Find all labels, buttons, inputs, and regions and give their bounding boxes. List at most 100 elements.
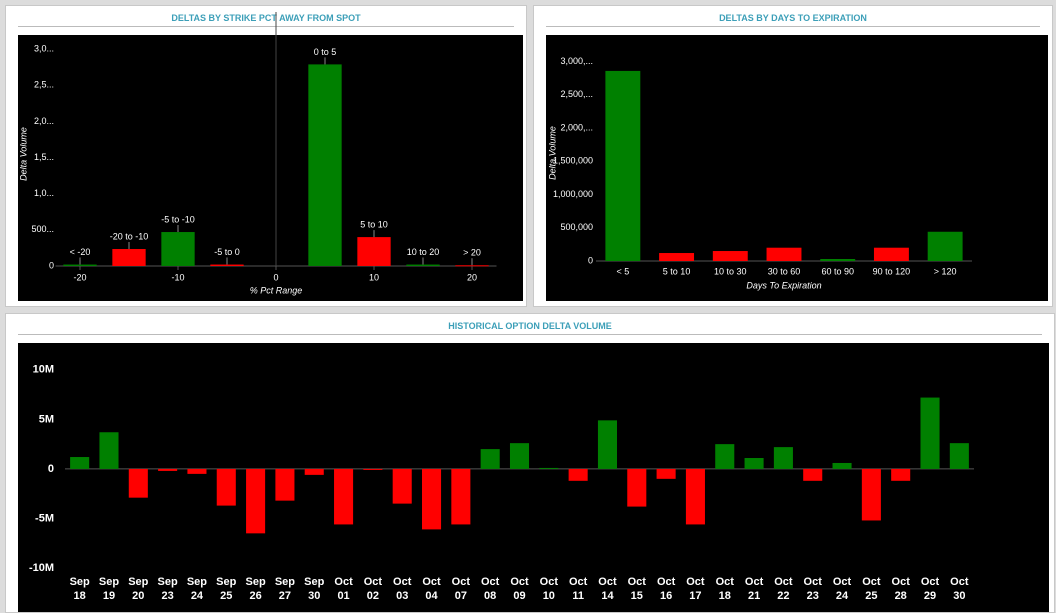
rule [546,26,1040,27]
x-axis-label: Days To Expiration [746,280,821,290]
x-tick-label: Sep 24 [186,576,208,602]
panel-title: HISTORICAL OPTION DELTA VOLUME [448,321,612,331]
x-tick-label: Oct 30 [950,576,969,602]
x-tick-label: Oct 18 [715,576,734,602]
bar [363,468,383,470]
x-tick-label: > 120 [934,266,957,276]
bar [766,247,802,261]
x-tick-label: Sep 30 [304,576,325,602]
bar [605,70,641,261]
rule [18,334,1042,335]
bar [304,468,324,475]
bar [568,468,588,481]
x-tick-label: Oct 15 [627,576,646,602]
bar [715,444,735,469]
bar [128,468,148,498]
y-tick-label: 500,000 [560,222,593,232]
bar [659,253,695,261]
y-tick-label: 5M [39,413,54,425]
x-tick-label: Oct 11 [568,576,588,602]
bar [803,468,823,481]
y-tick-label: 1,0... [34,188,54,198]
bar [927,231,963,261]
x-tick-label: Sep 25 [216,576,237,602]
bar [685,468,705,525]
x-tick-label: Oct 23 [803,576,822,602]
bar [422,468,442,530]
bar [334,468,354,525]
x-tick-label: Oct 17 [686,576,705,602]
x-tick-label: Oct 21 [744,576,764,602]
x-tick-label: Oct 22 [774,576,793,602]
x-tick-label: Oct 02 [363,576,383,602]
bar [832,462,852,469]
bar [451,468,471,525]
bar [597,420,617,469]
bar [216,468,236,506]
bar [357,237,391,266]
y-tick-label: 2,500,... [560,89,593,99]
x-tick-label: 5 to 10 [663,266,691,276]
y-tick-label: 0 [588,255,593,265]
x-tick-label: Sep 26 [245,576,266,602]
bar [158,468,178,471]
x-tick-label: Oct 10 [539,576,558,602]
bar [949,443,969,469]
x-tick-label: 10 to 30 [714,266,747,276]
bar [773,447,793,469]
y-axis-label: Delta Volume [18,127,28,181]
bar [70,457,90,469]
x-tick-label: Oct 07 [451,576,471,602]
x-tick-label: Oct 28 [891,576,910,602]
plot-bg [18,35,523,301]
y-tick-label: -10M [29,562,54,574]
y-tick-label: 3,000,... [560,56,593,66]
bar [712,251,748,261]
x-tick-label: Oct 03 [393,576,412,602]
x-tick-label: Oct 25 [862,576,881,602]
bar [308,64,342,267]
x-tick-label: Sep 20 [128,576,149,602]
data-label: 10 to 20 [407,247,440,257]
bar [406,264,440,266]
x-tick-label: Oct 04 [422,576,441,602]
bar [539,467,559,469]
x-tick-label: Oct 09 [510,576,529,602]
bar [509,443,530,469]
x-tick-label: Sep 19 [98,576,120,602]
bar [656,468,676,479]
x-tick-label: Sep 23 [157,576,178,602]
x-tick-label: 20 [467,272,477,282]
bar [820,259,856,261]
y-tick-label: -5M [35,512,54,524]
bar [112,249,146,266]
bar [744,458,764,469]
x-tick-label: Sep 18 [69,576,90,602]
x-tick-label: 0 [273,272,278,282]
y-tick-label: 0 [48,463,54,475]
bar [246,468,266,534]
rule [18,26,514,27]
x-tick-label: 10 [369,272,379,282]
y-tick-label: 2,5... [34,80,54,90]
bar [627,468,647,507]
x-tick-label: Oct 24 [832,576,852,602]
bar [210,264,244,266]
bar [392,468,412,504]
x-tick-label: 60 to 90 [821,266,854,276]
x-tick-label: Oct 16 [656,576,676,602]
panel-title: DELTAS BY DAYS TO EXPIRATION [719,13,867,23]
x-tick-label: Oct 29 [920,576,940,602]
x-tick-label: < 5 [616,266,629,276]
data-label: > 20 [463,248,481,258]
x-tick-label: -20 [73,272,86,282]
bar [161,232,195,266]
y-tick-label: 1,500,000 [553,156,593,166]
bar [99,432,119,469]
x-tick-label: Oct 08 [481,576,500,602]
bar [920,397,940,469]
panel-title: DELTAS BY STRIKE PCT AWAY FROM SPOT [171,13,361,23]
y-tick-label: 3,0... [34,44,54,54]
data-label: 5 to 10 [360,219,388,229]
